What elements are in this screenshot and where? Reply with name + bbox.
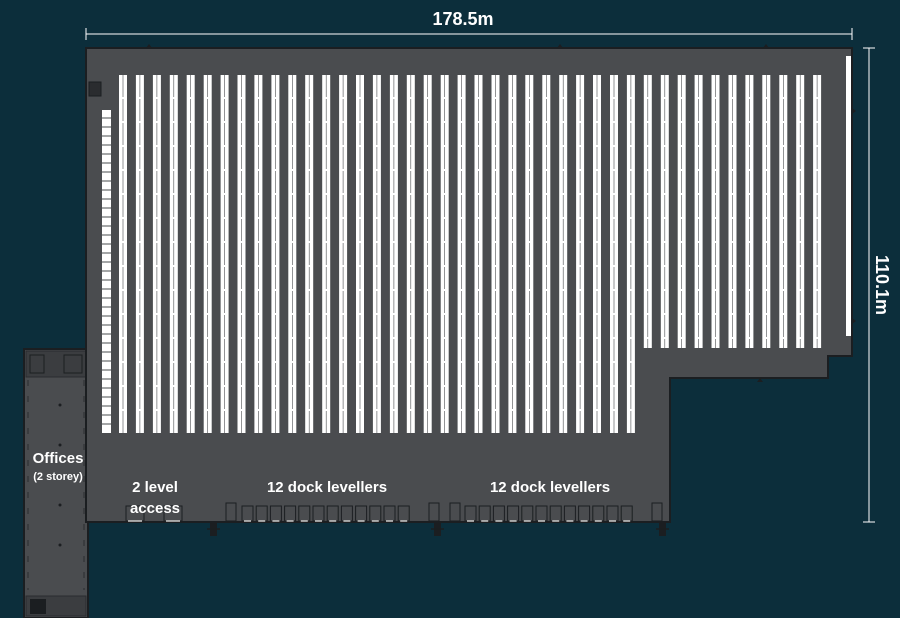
height-dimension-label: 110.1m bbox=[872, 255, 892, 315]
offices-label: Offices bbox=[33, 450, 84, 467]
dock-frame bbox=[449, 502, 461, 522]
dock-levellers-east-label: 12 dock levellers bbox=[490, 479, 610, 496]
dock-levellers bbox=[125, 502, 669, 536]
dock-frame bbox=[651, 502, 663, 522]
level-access-label-line1: 2 level bbox=[132, 479, 178, 496]
dock-frame bbox=[428, 502, 440, 522]
dock-levellers-west-label: 12 dock levellers bbox=[267, 479, 387, 496]
racking-row-end bbox=[846, 56, 851, 336]
racking-layout bbox=[102, 56, 851, 433]
height-dimension: 110.1m bbox=[863, 47, 892, 523]
office-block: Offices (2 storey) bbox=[23, 348, 89, 618]
width-dimension-label: 178.5m bbox=[432, 9, 493, 29]
width-dimension: 178.5m bbox=[85, 9, 853, 40]
wall-markers bbox=[88, 44, 856, 382]
dock-frame bbox=[225, 502, 237, 522]
warehouse-footprint bbox=[85, 47, 853, 523]
offices-storey-label: (2 storey) bbox=[33, 471, 83, 483]
level-access-label-line2: access bbox=[130, 500, 180, 517]
